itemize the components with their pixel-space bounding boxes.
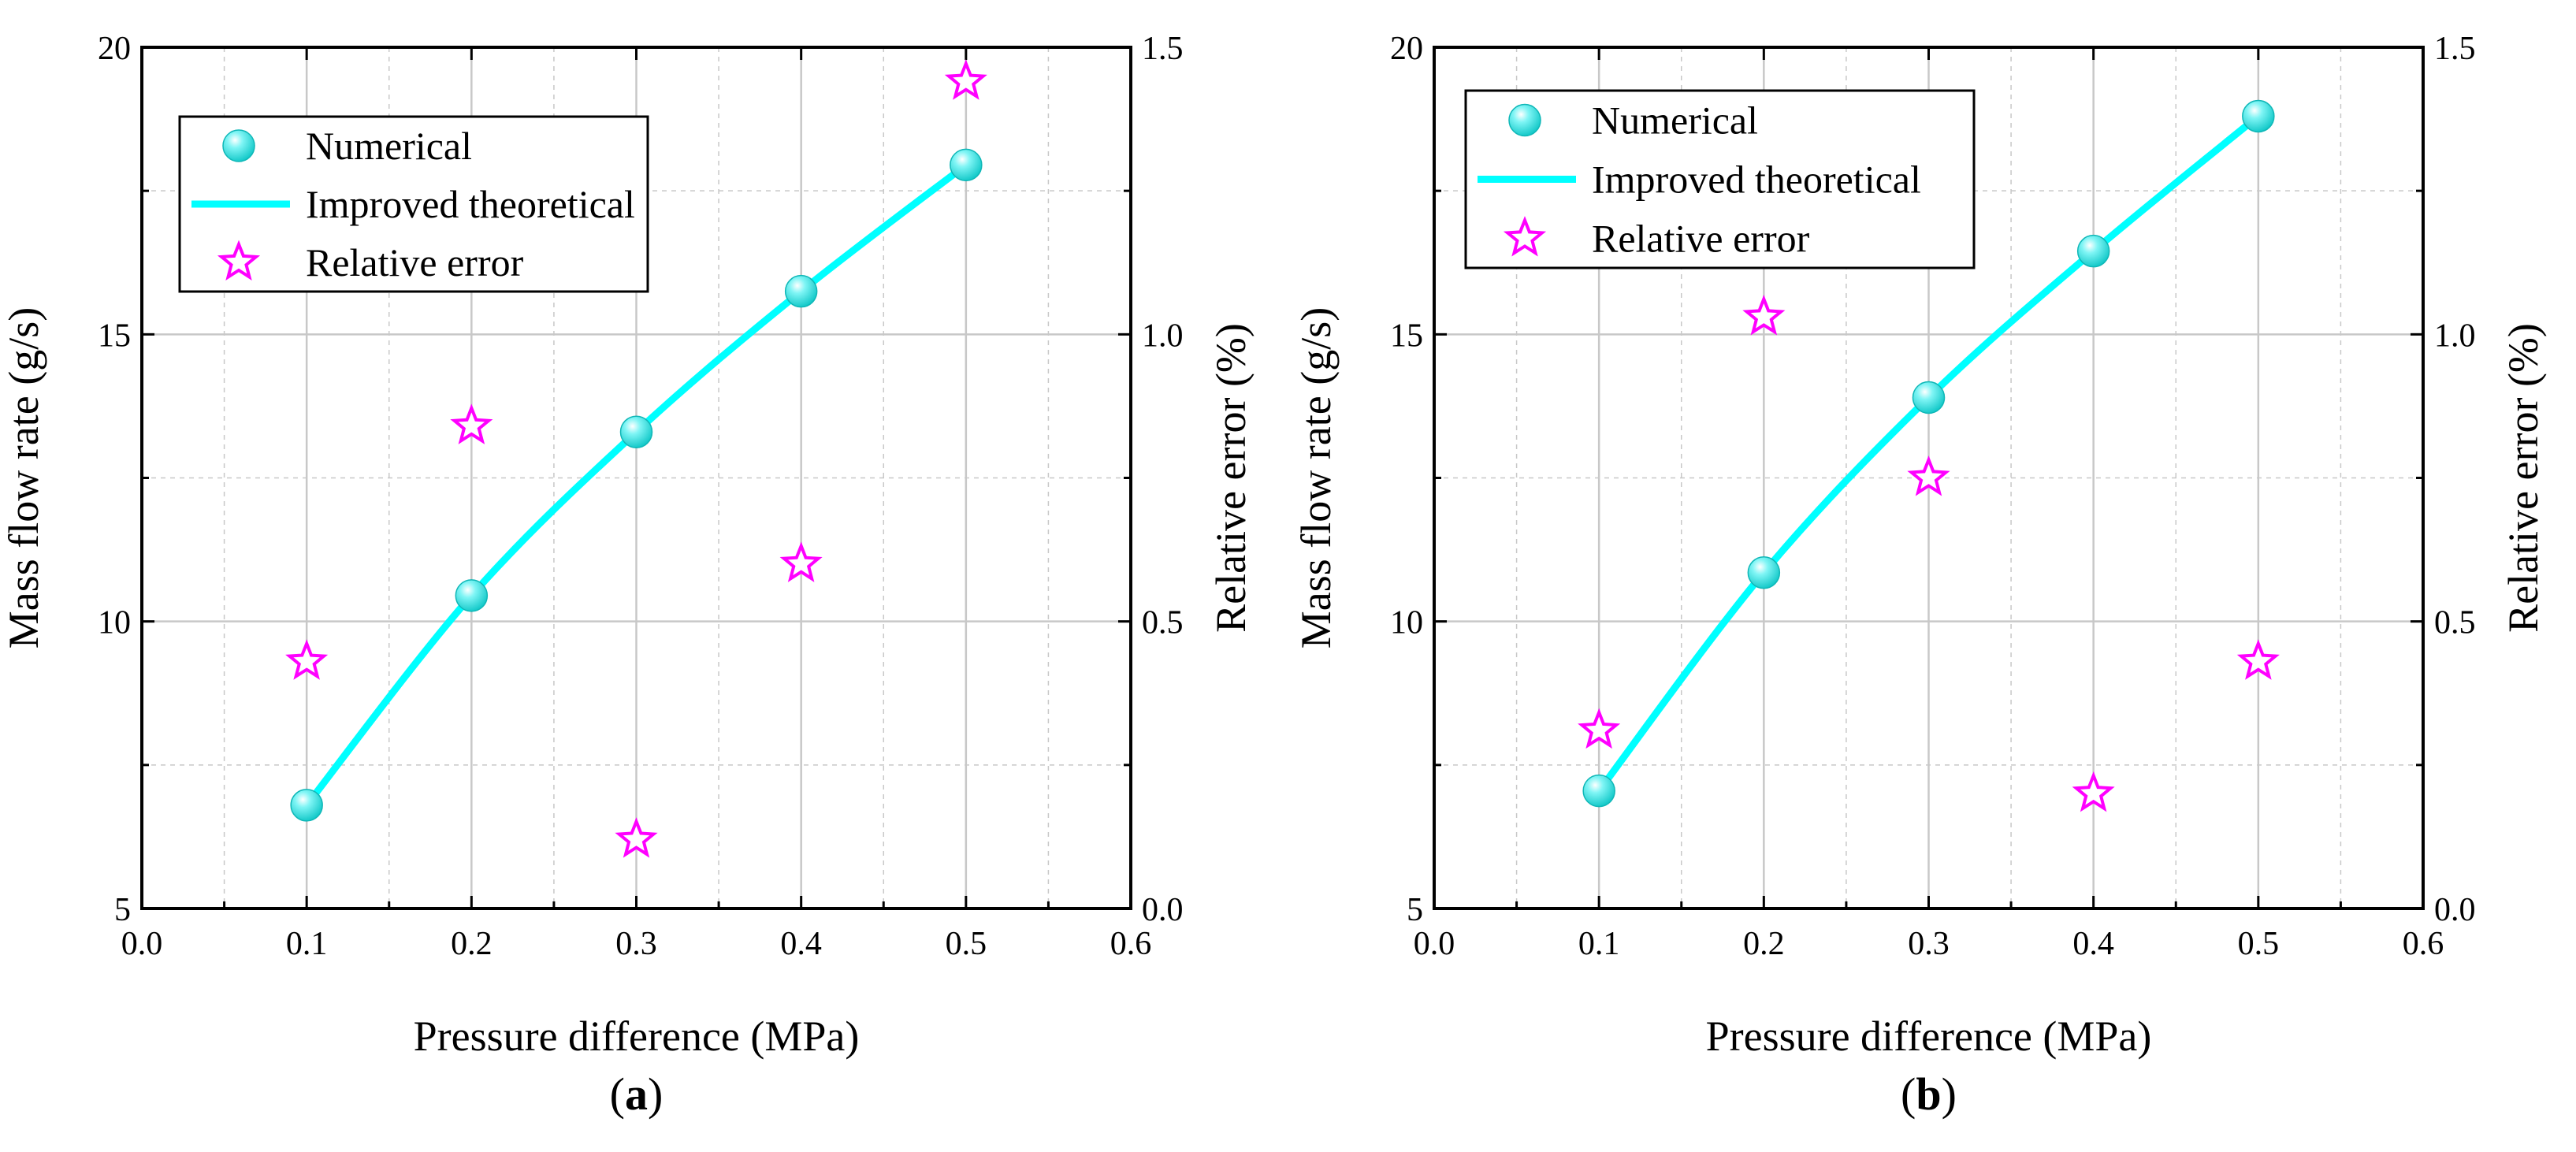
- legend-star-symbol: [1503, 216, 1547, 257]
- numerical-point: [950, 148, 983, 182]
- y-tick-label: 15: [98, 318, 131, 354]
- y2-tick-label: 0.0: [1142, 892, 1184, 928]
- y2-tick-label: 0.5: [1142, 605, 1184, 641]
- x-tick-label: 0.6: [1110, 926, 1152, 962]
- x-tick-label: 0.6: [2403, 926, 2444, 962]
- relative-error-point: [615, 817, 658, 858]
- numerical-point: [455, 579, 489, 612]
- relative-error-point: [779, 541, 823, 582]
- y-tick-label: 20: [98, 31, 131, 67]
- legend: Numerical Improved theoretical Relative er…: [1464, 89, 1976, 269]
- x-tick-label: 0.2: [451, 926, 493, 962]
- legend-label-relative-error: Relative error: [306, 240, 524, 284]
- relative-error-point: [2072, 771, 2115, 812]
- legend-label-theoretical: Improved theoretical: [306, 182, 635, 226]
- x-tick-label: 0.3: [1908, 926, 1950, 962]
- legend-label-relative-error: Relative error: [1592, 217, 1810, 261]
- y2-tick-label: 1.5: [1142, 31, 1184, 67]
- y-tick-label: 10: [1390, 605, 1423, 641]
- numerical-point: [1582, 774, 1615, 808]
- panel-label-open: (: [610, 1068, 625, 1120]
- y2-axis-title: Relative error (%): [1207, 323, 1255, 633]
- chart-panel-b: 0.0 0.1 0.2 0.3 0.4 0.5 0.6 5 10 15 20 0.0 0.5 1.0 1.5…: [1292, 31, 2547, 1120]
- numerical-point: [619, 415, 653, 448]
- legend-label-numerical: Numerical: [1592, 98, 1758, 143]
- y-tick-label: 15: [1390, 318, 1423, 354]
- x-tick-label: 0.4: [2072, 926, 2114, 962]
- x-tick-label: 0.5: [2238, 926, 2280, 962]
- panel-label-letter: a: [625, 1068, 648, 1120]
- legend-label-theoretical: Improved theoretical: [1592, 158, 1921, 202]
- legend-star-symbol: [217, 240, 261, 281]
- numerical-point: [784, 274, 818, 308]
- y2-tick-label: 0.5: [2434, 605, 2476, 641]
- y-axis-title: Mass flow rate (g/s): [1292, 307, 1340, 648]
- legend: Numerical Improved theoretical Relative er…: [178, 115, 649, 293]
- y-tick-label: 5: [114, 892, 131, 928]
- y-axis-title: Mass flow rate (g/s): [0, 307, 47, 648]
- numerical-point: [2076, 234, 2110, 268]
- numerical-point: [1747, 556, 1781, 589]
- x-tick-label: 0.3: [615, 926, 657, 962]
- y-tick-label: 5: [1407, 892, 1423, 928]
- relative-error-point: [285, 639, 329, 680]
- x-tick-label: 0.4: [780, 926, 822, 962]
- panel-label-letter: b: [1916, 1068, 1941, 1120]
- panel-label-close: ): [648, 1068, 663, 1120]
- x-axis-title: Pressure difference (MPa): [414, 1013, 860, 1060]
- y-tick-label: 20: [1390, 31, 1423, 67]
- y2-tick-label: 0.0: [2434, 892, 2476, 928]
- numerical-point: [2242, 99, 2275, 133]
- numerical-point: [290, 789, 323, 822]
- legend-sphere-symbol: [1508, 103, 1541, 137]
- numerical-point: [1912, 381, 1946, 414]
- y2-tick-label: 1.5: [2434, 31, 2476, 67]
- x-tick-label: 0.0: [1414, 926, 1455, 962]
- y2-tick-label: 1.0: [1142, 318, 1184, 354]
- legend-label-numerical: Numerical: [306, 124, 472, 168]
- y-tick-label: 10: [98, 605, 131, 641]
- x-axis-title: Pressure difference (MPa): [1706, 1013, 2152, 1060]
- relative-error-point: [944, 59, 987, 100]
- x-tick-label: 0.5: [946, 926, 987, 962]
- panel-label-close: ): [1942, 1068, 1957, 1120]
- relative-error-point: [1907, 455, 1950, 496]
- x-tick-label: 0.2: [1743, 926, 1785, 962]
- panel-label: (b): [1901, 1068, 1957, 1120]
- panel-label-open: (: [1901, 1068, 1916, 1120]
- relative-error-point: [1742, 295, 1786, 336]
- relative-error-point: [2236, 639, 2280, 680]
- y2-tick-label: 1.0: [2434, 318, 2476, 354]
- x-tick-label: 0.0: [121, 926, 163, 962]
- panel-label: (a): [610, 1068, 664, 1120]
- x-tick-label: 0.1: [286, 926, 328, 962]
- y2-axis-title: Relative error (%): [2500, 323, 2547, 633]
- relative-error-point: [1578, 708, 1621, 749]
- x-tick-label: 0.1: [1578, 926, 1620, 962]
- chart-panel-a: 0.0 0.1 0.2 0.3 0.4 0.5 0.6 5 10 15 20 0.0 0.5 1.0 1.5…: [0, 31, 1255, 1120]
- relative-error-point: [450, 403, 493, 444]
- legend-sphere-symbol: [222, 129, 255, 162]
